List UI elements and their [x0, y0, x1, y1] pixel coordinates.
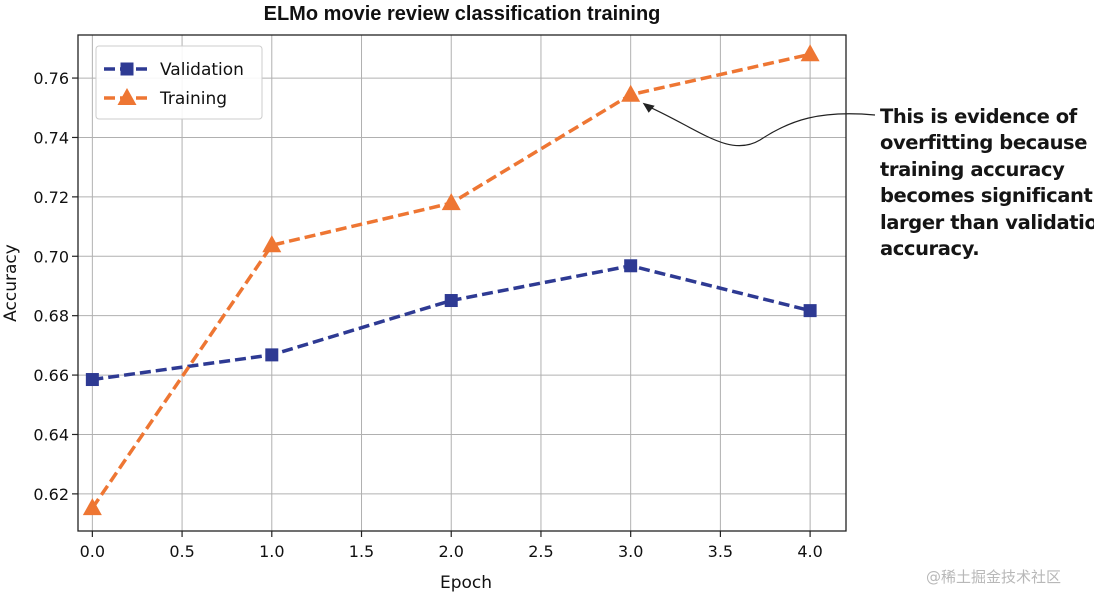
validation-point [265, 348, 279, 362]
x-tick-label: 0.5 [169, 542, 194, 561]
watermark: @稀土掘金技术社区 [926, 568, 1062, 586]
y-tick-label: 0.66 [33, 366, 69, 385]
annotation-line: accuracy. [880, 237, 980, 261]
chart-title: ELMo movie review classification trainin… [264, 3, 661, 25]
x-tick-label: 1.0 [259, 542, 284, 561]
y-tick-label: 0.68 [33, 307, 69, 326]
plot-frame [77, 34, 847, 532]
y-tick-label: 0.70 [33, 247, 69, 266]
x-tick-label: 2.5 [528, 542, 553, 561]
legend-swatches [104, 62, 150, 105]
annotation-line: This is evidence of [880, 105, 1077, 128]
y-tick-label: 0.74 [33, 128, 69, 147]
validation-point [624, 259, 638, 273]
series-validation [85, 259, 817, 387]
legend-label-validation: Validation [160, 60, 244, 80]
x-tick-label: 3.0 [618, 542, 643, 561]
y-tick-label: 0.72 [33, 188, 69, 207]
annotation-arrow [642, 102, 876, 147]
annotation-line: overfitting because [880, 131, 1088, 155]
validation-point [803, 304, 817, 318]
annotation-line: becomes significantly [880, 184, 1094, 208]
legend-box [95, 45, 263, 120]
validation-point [85, 373, 99, 387]
training-point [800, 44, 820, 62]
annotation-arrow-line [648, 106, 876, 147]
training-point [82, 498, 102, 516]
x-axis-ticks: 0.0 0.5 1.0 1.5 2.0 2.5 3.0 3.5 4.0 [80, 531, 823, 561]
series-training [82, 44, 820, 516]
legend-marker-training [117, 88, 137, 105]
y-axis-label: Accuracy [1, 244, 21, 322]
training-point [441, 193, 461, 211]
training-point [262, 235, 282, 253]
x-tick-label: 4.0 [797, 542, 822, 561]
x-tick-label: 0.0 [80, 542, 105, 561]
y-tick-label: 0.76 [33, 69, 69, 88]
validation-point [444, 294, 458, 308]
grid [78, 35, 846, 531]
x-tick-label: 2.0 [439, 542, 464, 561]
x-tick-label: 1.5 [349, 542, 374, 561]
training-point [621, 84, 641, 102]
y-tick-label: 0.62 [33, 485, 69, 504]
y-tick-label: 0.64 [33, 425, 69, 444]
legend-label-training: Training [159, 89, 227, 109]
y-axis-ticks: 0.62 0.64 0.66 0.68 0.70 0.72 0.74 0.76 [33, 69, 78, 504]
legend-marker-validation [120, 62, 134, 76]
overfitting-annotation: This is evidence of overfitting because … [880, 104, 1094, 262]
x-axis-label: Epoch [440, 573, 492, 593]
legend: Validation Training [95, 45, 263, 120]
annotation-line: larger than validation [880, 210, 1094, 234]
series-layer [82, 44, 820, 516]
x-tick-label: 3.5 [708, 542, 733, 561]
annotation-arrow-head [642, 102, 655, 113]
annotation-line: training accuracy [880, 157, 1065, 181]
